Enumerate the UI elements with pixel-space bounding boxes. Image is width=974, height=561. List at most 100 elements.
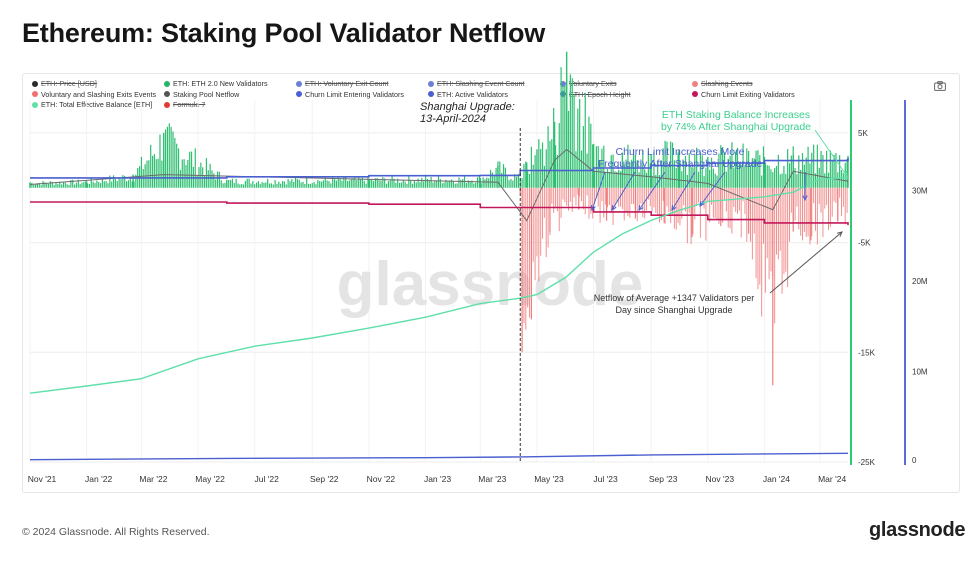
y2-tick-label: 30M xyxy=(912,187,928,196)
new-validators-bar xyxy=(241,184,243,188)
new-validators-bar xyxy=(339,179,341,188)
new-validators-bar xyxy=(181,159,183,188)
new-validators-bar xyxy=(222,183,224,188)
new-validators-bar xyxy=(723,152,726,188)
new-validators-bar xyxy=(99,183,102,188)
camera-icon[interactable] xyxy=(934,81,946,91)
new-validators-bar xyxy=(761,175,763,188)
churn-arrow xyxy=(671,171,696,211)
x-tick-label: Mar '24 xyxy=(818,474,846,484)
new-validators-bar xyxy=(590,123,592,188)
legend-item[interactable]: Formula 7 xyxy=(164,100,205,109)
exit-bar xyxy=(761,187,763,317)
legend-item[interactable]: Churn Limit Exiting Validators xyxy=(692,90,795,99)
new-validators-bar xyxy=(174,137,176,188)
new-validators-bar xyxy=(430,176,432,188)
exit-bar xyxy=(592,187,594,219)
exit-bar xyxy=(659,187,661,223)
new-validators-bar xyxy=(495,167,497,188)
exit-bar xyxy=(712,187,714,218)
new-validators-bar xyxy=(159,134,161,188)
new-validators-bar xyxy=(384,178,386,188)
new-validators-bar xyxy=(72,179,74,188)
new-validators-bar xyxy=(445,179,447,188)
new-validators-bar xyxy=(729,155,731,188)
new-validators-bar xyxy=(651,176,653,188)
legend-item[interactable]: ETH: ETH 2.0 New Validators xyxy=(164,79,268,88)
exit-bar xyxy=(683,187,685,205)
new-validators-bar xyxy=(437,176,440,188)
churn-exiting-line xyxy=(30,201,849,226)
new-validators-bar xyxy=(565,51,568,188)
new-validators-bar xyxy=(521,178,523,188)
shanghai-annotation: Shanghai Upgrade: 13-April-2024 xyxy=(420,101,530,125)
new-validators-bar xyxy=(811,152,813,188)
new-validators-bar xyxy=(166,126,169,188)
new-validators-bar xyxy=(508,180,510,188)
new-validators-bar xyxy=(281,181,284,188)
exit-bar xyxy=(668,187,670,213)
new-validators-bar xyxy=(73,184,76,188)
exit-bar xyxy=(542,187,544,239)
exit-bar xyxy=(705,187,707,241)
new-validators-bar xyxy=(66,184,68,188)
legend-item[interactable]: Churn Limit Entering Validators xyxy=(296,90,404,99)
legend-item[interactable]: Voluntary and Slashing Exits Events xyxy=(32,90,156,99)
new-validators-bar xyxy=(439,179,441,188)
exit-bar xyxy=(794,187,796,221)
new-validators-bar xyxy=(140,156,143,188)
new-validators-bar xyxy=(83,181,85,188)
exit-bar xyxy=(698,187,700,203)
exit-bar xyxy=(603,187,605,218)
new-validators-bar xyxy=(114,178,117,188)
x-tick-label: Jan '24 xyxy=(763,474,790,484)
churn-arrow xyxy=(699,171,726,207)
new-validators-bar xyxy=(734,152,737,188)
exit-bar xyxy=(774,187,776,324)
new-validators-bar xyxy=(317,179,319,188)
exit-bar xyxy=(571,187,573,212)
y-tick-label: -15K xyxy=(858,348,876,357)
new-validators-bar xyxy=(237,183,239,188)
new-validators-bar xyxy=(410,179,412,188)
exit-bar xyxy=(833,187,835,202)
exit-bar xyxy=(647,187,649,200)
exit-bar xyxy=(540,187,542,256)
exit-bar xyxy=(547,187,549,248)
legend-item[interactable]: ETH: Voluntary Exit Count xyxy=(296,79,389,88)
new-validators-bar xyxy=(775,165,778,188)
new-validators-bar xyxy=(779,174,781,188)
exit-bar xyxy=(597,187,599,207)
legend-item[interactable]: ETH: Price [USD] xyxy=(32,79,97,88)
exit-bar xyxy=(575,187,577,206)
new-validators-bar xyxy=(787,149,789,188)
exit-bar xyxy=(642,187,644,218)
legend-label: ETH: Price [USD] xyxy=(41,79,97,88)
chart-frame xyxy=(22,73,960,493)
exit-bar xyxy=(657,187,659,215)
new-validators-bar xyxy=(328,181,330,188)
legend-item[interactable]: Voluntary Exits xyxy=(560,79,617,88)
legend-item[interactable]: ETH: Active Validators xyxy=(428,90,508,99)
new-validators-bar xyxy=(413,180,415,188)
new-validators-bar xyxy=(129,177,131,188)
legend-item[interactable]: Staking Pool Netflow xyxy=(164,90,239,99)
exit-bar xyxy=(733,187,735,207)
new-validators-bar xyxy=(68,184,70,188)
exit-bar xyxy=(753,187,755,234)
legend-item[interactable]: ETH: Slashing Event Count xyxy=(428,79,525,88)
exit-bar xyxy=(599,187,601,223)
new-validators-bar xyxy=(252,181,254,188)
churn-entering-line xyxy=(30,158,849,179)
exit-bar xyxy=(538,187,540,282)
legend-item[interactable]: Slashing Events xyxy=(692,79,753,88)
exit-bar xyxy=(582,187,584,210)
new-validators-bar xyxy=(259,184,261,188)
new-validators-bar xyxy=(276,183,278,188)
legend-swatch xyxy=(296,80,302,87)
exit-bar xyxy=(768,187,770,280)
new-validators-bar xyxy=(358,176,360,188)
legend-item[interactable]: ETH: Total Effective Balance [ETH] xyxy=(32,100,152,109)
new-validators-bar xyxy=(205,158,208,188)
shanghai-line-2: 13-April-2024 xyxy=(420,113,487,125)
